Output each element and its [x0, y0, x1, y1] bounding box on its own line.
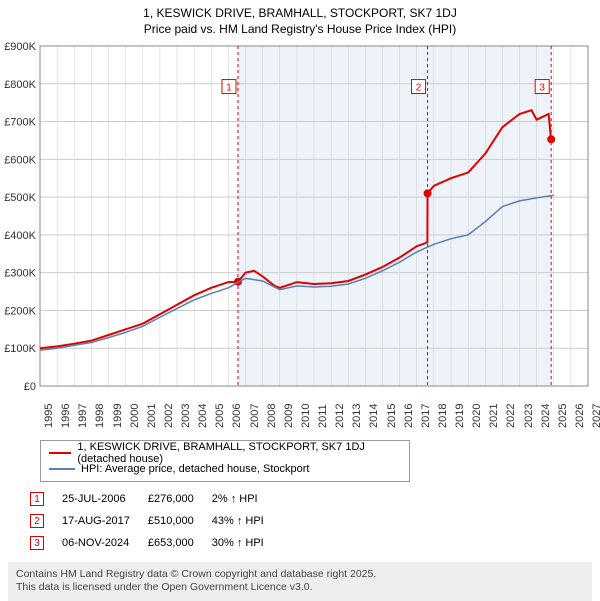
table-row: 3 06-NOV-2024 £653,000 30% ↑ HPI	[20, 532, 278, 554]
title-line-2: Price paid vs. HM Land Registry's House …	[0, 22, 600, 40]
transaction-delta: 43% ↑ HPI	[208, 510, 278, 532]
x-tick-label: 2020	[471, 403, 483, 427]
svg-text:£700K: £700K	[4, 116, 36, 128]
x-tick-label: 2018	[437, 403, 449, 427]
x-tick-label: 2006	[231, 403, 243, 427]
svg-text:£400K: £400K	[4, 229, 36, 241]
x-tick-label: 2002	[163, 403, 175, 427]
x-tick-label: 2005	[214, 403, 226, 427]
x-tick-label: 2025	[557, 403, 569, 427]
x-tick-label: 2024	[540, 403, 552, 427]
x-tick-label: 2013	[351, 403, 363, 427]
legend-swatch	[49, 452, 71, 454]
x-tick-label: 2008	[266, 403, 278, 427]
table-row: 2 17-AUG-2017 £510,000 43% ↑ HPI	[20, 510, 278, 532]
x-tick-label: 1997	[77, 403, 89, 427]
chart-area: £0 £100K £200K £300K £400K £500K £600K £700K £80…	[0, 40, 600, 400]
x-tick-label: 1996	[60, 403, 72, 427]
svg-text:1: 1	[226, 82, 232, 93]
svg-text:£100K: £100K	[4, 343, 36, 355]
svg-text:£300K: £300K	[4, 267, 36, 279]
legend-item: 1, KESWICK DRIVE, BRAMHALL, STOCKPORT, S…	[49, 445, 401, 461]
transaction-marker: 1	[30, 492, 44, 506]
x-tick-label: 2022	[505, 403, 517, 427]
title-line-1: 1, KESWICK DRIVE, BRAMHALL, STOCKPORT, S…	[0, 0, 600, 22]
chart-svg: £0 £100K £200K £300K £400K £500K £600K £700K £80…	[0, 40, 600, 400]
x-tick-label: 2010	[300, 403, 312, 427]
x-tick-label: 2026	[574, 403, 586, 427]
transaction-date: 17-AUG-2017	[58, 510, 144, 532]
transaction-marker: 3	[30, 536, 44, 550]
legend-label: HPI: Average price, detached house, Stoc…	[81, 463, 310, 475]
svg-text:£900K: £900K	[4, 41, 36, 53]
svg-text:3: 3	[539, 82, 545, 93]
transaction-date: 06-NOV-2024	[58, 532, 144, 554]
x-tick-label: 2003	[180, 403, 192, 427]
x-tick-label: 2027	[591, 403, 600, 427]
transaction-date: 25-JUL-2006	[58, 488, 144, 510]
x-tick-label: 2016	[403, 403, 415, 427]
table-row: 1 25-JUL-2006 £276,000 2% ↑ HPI	[20, 488, 278, 510]
transaction-marker: 2	[30, 514, 44, 528]
x-tick-label: 1999	[112, 403, 124, 427]
transaction-price: £653,000	[144, 532, 208, 554]
x-tick-label: 2012	[334, 403, 346, 427]
x-tick-label: 2009	[283, 403, 295, 427]
x-tick-label: 2000	[129, 403, 141, 427]
transaction-delta: 2% ↑ HPI	[208, 488, 278, 510]
svg-text:£600K: £600K	[4, 154, 36, 166]
transaction-price: £510,000	[144, 510, 208, 532]
x-tick-label: 2011	[317, 404, 329, 428]
x-tick-label: 1995	[43, 403, 55, 427]
x-tick-label: 2001	[146, 403, 158, 427]
transaction-price: £276,000	[144, 488, 208, 510]
x-tick-label: 2004	[197, 403, 209, 427]
x-tick-label: 2023	[523, 403, 535, 427]
svg-text:£0: £0	[24, 381, 36, 393]
transactions-table: 1 25-JUL-2006 £276,000 2% ↑ HPI 2 17-AUG…	[20, 488, 278, 554]
x-tick-label: 2017	[420, 403, 432, 427]
svg-text:£800K: £800K	[4, 78, 36, 90]
x-tick-label: 2021	[488, 403, 500, 427]
svg-text:2: 2	[416, 82, 422, 93]
footer-line-2: This data is licensed under the Open Gov…	[16, 581, 584, 595]
x-tick-label: 2007	[249, 403, 261, 427]
footer-line-1: Contains HM Land Registry data © Crown c…	[16, 568, 584, 582]
legend-swatch	[49, 468, 75, 470]
svg-text:£200K: £200K	[4, 305, 36, 317]
x-tick-label: 2015	[386, 403, 398, 427]
svg-text:£500K: £500K	[4, 192, 36, 204]
legend: 1, KESWICK DRIVE, BRAMHALL, STOCKPORT, S…	[40, 440, 410, 482]
transaction-delta: 30% ↑ HPI	[208, 532, 278, 554]
x-tick-label: 2019	[454, 403, 466, 427]
footer: Contains HM Land Registry data © Crown c…	[8, 562, 592, 601]
x-tick-label: 2014	[368, 403, 380, 427]
x-tick-label: 1998	[94, 403, 106, 427]
x-axis-labels: 1995 1996 1997 1998 1999 2000 2001 2002 2003 2004…	[40, 400, 588, 434]
legend-label: 1, KESWICK DRIVE, BRAMHALL, STOCKPORT, S…	[77, 441, 401, 465]
